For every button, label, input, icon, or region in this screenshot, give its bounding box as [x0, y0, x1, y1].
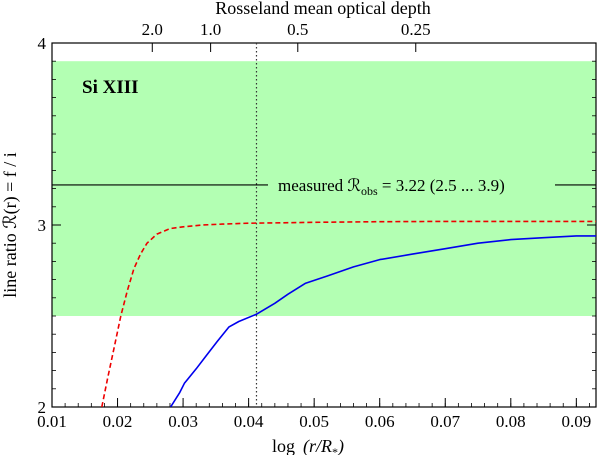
top-tick-label: 1.0 — [200, 20, 221, 39]
x-tick-label: 0.06 — [365, 412, 395, 431]
x-tick-label: 0.02 — [103, 412, 133, 431]
x-tick-label: 0.07 — [430, 412, 460, 431]
y-tick-labels: 2 3 4 — [38, 34, 47, 417]
top-tick-label: 0.5 — [287, 20, 308, 39]
x-axis-title-sub: * — [332, 445, 338, 455]
x-tick-label: 0.09 — [561, 412, 591, 431]
y-tick-label: 3 — [38, 216, 47, 235]
y-tick-label: 4 — [38, 34, 47, 53]
top-tick-labels: 2.0 1.0 0.5 0.25 — [142, 20, 431, 39]
series-group — [101, 220, 596, 407]
top-tick-label: 0.25 — [401, 20, 431, 39]
x-axis-title-close: ) — [337, 436, 344, 455]
tick-marks — [51, 42, 596, 408]
measured-range-band — [52, 61, 596, 317]
ion-label: Si XIII — [82, 77, 139, 98]
x-axis-title-main: log — [272, 436, 295, 455]
measured-label-suffix: = 3.22 (2.5 ... 3.9) — [378, 176, 505, 195]
x-tick-label: 0.08 — [496, 412, 526, 431]
x-tick-label: 0.01 — [37, 412, 67, 431]
measured-label: measured ℛobs = 3.22 (2.5 ... 3.9) — [278, 176, 505, 198]
x-tick-label: 0.04 — [234, 412, 264, 431]
x-axis-title: log (r/R*) — [272, 436, 344, 455]
measured-label-sub: obs — [361, 184, 378, 198]
x-tick-label: 0.05 — [299, 412, 329, 431]
y-axis-title: line ratio ℛ(r) = f / i — [0, 152, 21, 297]
x-tick-labels: 0.01 0.02 0.03 0.04 0.05 0.06 0.07 0.08 0.09 — [37, 412, 591, 431]
measured-label-prefix: measured ℛ — [278, 176, 361, 195]
x-axis-title-expr: (r/R — [303, 436, 332, 455]
x-tick-label: 0.03 — [168, 412, 198, 431]
series-line-dashed — [101, 220, 596, 407]
top-axis-title: Rosseland mean optical depth — [215, 0, 430, 18]
top-tick-label: 2.0 — [142, 20, 163, 39]
series-line-solid — [169, 235, 596, 407]
y-tick-label: 2 — [38, 398, 47, 417]
